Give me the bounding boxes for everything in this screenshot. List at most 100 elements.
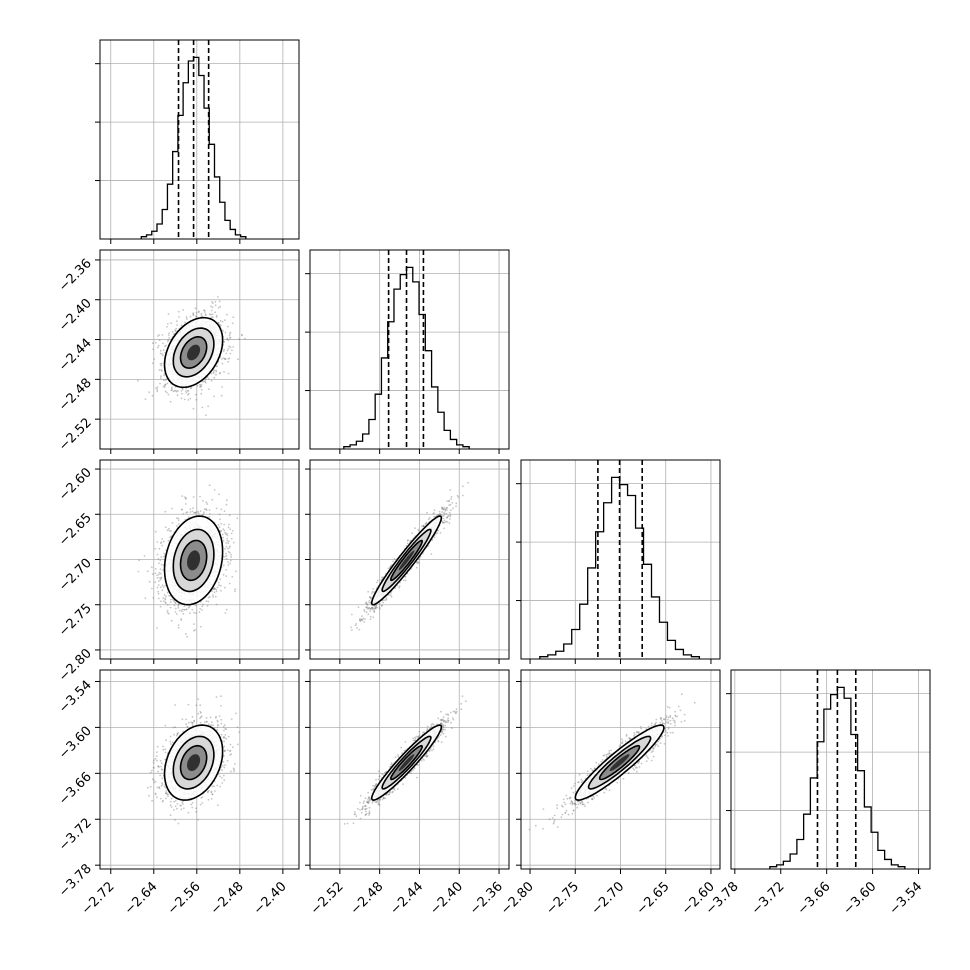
- sample-point: [225, 568, 228, 571]
- sample-point: [157, 344, 160, 347]
- sample-point: [185, 316, 188, 319]
- sample-point: [448, 522, 451, 524]
- sample-point: [194, 393, 197, 396]
- sample-point: [154, 341, 157, 344]
- sample-point: [160, 577, 163, 580]
- sample-point: [390, 595, 393, 598]
- sample-point: [166, 340, 169, 343]
- sample-point: [449, 503, 452, 506]
- sample-point: [160, 600, 162, 603]
- sample-point: [158, 547, 161, 550]
- sample-point: [416, 561, 419, 563]
- sample-point: [407, 539, 409, 542]
- sample-point: [171, 507, 173, 510]
- sample-point: [220, 508, 223, 511]
- sample-point: [375, 606, 377, 608]
- sample-point: [376, 606, 379, 609]
- sample-point: [373, 610, 375, 613]
- sample-point: [424, 523, 427, 526]
- sample-point: [447, 514, 450, 517]
- sample-point: [422, 525, 425, 527]
- sample-point: [373, 609, 376, 612]
- sample-point: [228, 540, 230, 543]
- sample-point: [224, 547, 227, 550]
- sample-point: [358, 628, 361, 631]
- sample-point: [224, 531, 227, 534]
- sample-point: [211, 498, 214, 501]
- panel-content: [310, 460, 509, 659]
- density-contour: [398, 550, 415, 571]
- sample-point: [177, 310, 180, 313]
- sample-point: [156, 541, 159, 543]
- sample-point: [427, 518, 430, 521]
- sample-point: [164, 379, 167, 381]
- sample-point: [173, 600, 176, 602]
- sample-point: [144, 398, 147, 400]
- sample-point: [192, 312, 195, 315]
- sample-point: [192, 496, 195, 498]
- sample-point: [197, 311, 200, 314]
- sample-point: [177, 517, 180, 520]
- sample-point: [207, 405, 210, 408]
- sample-point: [406, 539, 409, 542]
- sample-point: [398, 585, 401, 588]
- y-tick-label: −2.40: [56, 296, 95, 335]
- sample-point: [158, 369, 161, 371]
- sample-point: [189, 511, 192, 513]
- panel-content: [100, 40, 299, 239]
- sample-point: [229, 545, 231, 547]
- sample-point: [232, 346, 235, 348]
- sample-point: [219, 305, 222, 308]
- panel-content: [521, 460, 720, 659]
- histogram-panel-0: [95, 39, 300, 244]
- sample-point: [208, 516, 211, 518]
- sample-point: [174, 607, 177, 610]
- sample-point: [375, 606, 378, 608]
- sample-point: [350, 626, 352, 629]
- sample-point: [202, 513, 205, 515]
- density-panel-0-2: −2.80−2.75−2.70−2.65−2.60: [56, 459, 300, 685]
- sample-point: [201, 605, 204, 608]
- sample-point: [166, 323, 169, 325]
- sample-point: [214, 304, 217, 307]
- histogram-panel-2: [516, 459, 721, 664]
- sample-point: [208, 513, 211, 515]
- sample-point: [167, 339, 170, 342]
- sample-point: [219, 324, 222, 327]
- sample-point: [224, 586, 226, 589]
- sample-point: [185, 497, 188, 500]
- sample-point: [442, 521, 444, 524]
- sample-point: [439, 531, 442, 534]
- sample-point: [226, 313, 228, 316]
- sample-point: [162, 540, 165, 543]
- sample-point: [443, 521, 446, 524]
- sample-point: [173, 389, 176, 392]
- sample-point: [430, 553, 433, 555]
- sample-point: [193, 511, 196, 514]
- sample-point: [166, 611, 169, 614]
- histogram-step: [343, 266, 470, 449]
- sample-point: [165, 595, 167, 598]
- sample-point: [225, 575, 228, 577]
- sample-point: [367, 607, 370, 609]
- sample-point: [158, 339, 161, 342]
- sample-point: [369, 608, 372, 610]
- sample-point: [169, 606, 172, 609]
- sample-point: [177, 605, 180, 607]
- sample-point: [374, 604, 377, 607]
- sample-point: [160, 576, 163, 579]
- sample-point: [180, 610, 183, 613]
- sample-point: [188, 605, 191, 608]
- sample-point: [445, 512, 448, 515]
- sample-point: [160, 375, 162, 378]
- sample-point: [194, 511, 197, 514]
- sample-point: [162, 379, 165, 381]
- sample-point: [211, 302, 214, 304]
- sample-point: [221, 362, 224, 365]
- sample-point: [227, 561, 230, 563]
- sample-point: [213, 591, 216, 594]
- sample-point: [184, 390, 187, 392]
- sample-point: [448, 504, 451, 506]
- sample-point: [365, 606, 368, 609]
- sample-point: [215, 590, 218, 593]
